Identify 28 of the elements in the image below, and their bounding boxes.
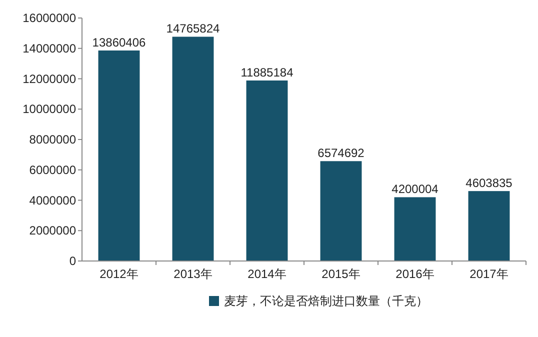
data-label: 13860406 [92,35,146,50]
x-tick-label: 2012年 [100,267,138,281]
bar [468,191,510,261]
y-tick-label: 16000000 [22,11,76,25]
x-tick-label: 2017年 [470,267,508,281]
bar [98,50,140,261]
y-tick-label: 6000000 [29,162,76,177]
x-tick-label: 2015年 [322,267,360,281]
x-tick-label: 2014年 [248,267,286,281]
data-label: 6574692 [318,146,365,160]
bar [246,80,288,261]
bar [394,197,436,261]
data-label: 4603835 [466,176,513,190]
y-tick-label: 4000000 [29,193,76,208]
y-tick-label: 12000000 [22,72,76,86]
data-label: 14765824 [166,22,220,36]
y-tick-label: 8000000 [29,132,76,146]
data-label: 11885184 [240,65,294,80]
x-tick-label: 2013年 [174,267,212,281]
x-tick-label: 2016年 [396,267,434,281]
y-tick-label: 0 [69,254,76,268]
bar [172,36,214,261]
data-label: 4200004 [392,182,439,196]
bar [320,161,362,261]
legend-label: 麦芽，不论是否焙制进口数量（千克） [224,294,428,308]
y-tick-label: 2000000 [29,224,76,238]
y-tick-label: 10000000 [22,102,76,116]
y-tick-label: 14000000 [22,41,76,56]
